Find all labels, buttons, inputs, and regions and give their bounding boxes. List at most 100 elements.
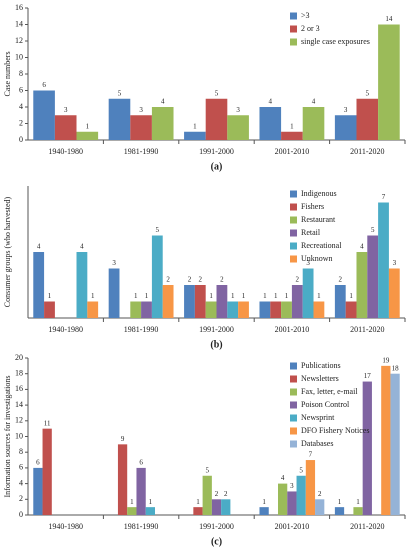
bar — [87, 301, 99, 318]
y-tick-label: 18 — [15, 369, 23, 378]
x-tick-label: 1991-2000 — [199, 522, 234, 531]
bar — [76, 252, 88, 318]
bar — [315, 499, 325, 515]
bar — [141, 301, 152, 318]
value-label: 3 — [139, 106, 143, 114]
x-tick-label: 1940-1980 — [48, 325, 83, 334]
bar — [117, 444, 128, 515]
value-label: 3 — [112, 259, 116, 267]
x-tick-label: 1991-2000 — [199, 147, 234, 156]
value-label: 6 — [36, 459, 40, 467]
legend-label: 2 or 3 — [301, 24, 320, 33]
value-label: 18 — [392, 364, 400, 372]
bar — [305, 460, 316, 515]
bar — [205, 301, 217, 318]
value-label: 1 — [349, 292, 353, 300]
bar — [378, 24, 400, 140]
bar — [378, 202, 389, 318]
value-label: 1 — [274, 292, 278, 300]
x-tick-label: 2011-2020 — [350, 522, 384, 531]
panel-label: (c) — [211, 536, 222, 547]
value-label: 2 — [188, 276, 192, 284]
value-label: 11 — [44, 419, 51, 427]
value-label: 5 — [215, 89, 219, 97]
y-tick-label: 14 — [15, 400, 23, 409]
x-tick-label: 1981-1990 — [124, 325, 159, 334]
y-tick-label: 6 — [19, 463, 23, 472]
y-tick-label: 4 — [19, 102, 23, 111]
y-tick-label: 0 — [19, 510, 23, 519]
legend-label: Poison Control — [301, 400, 350, 409]
legend-swatch — [290, 25, 297, 33]
value-label: 19 — [382, 356, 390, 364]
legend-swatch — [290, 414, 297, 422]
legend-swatch — [290, 216, 297, 224]
bar — [151, 107, 174, 140]
x-tick-label: 1940-1980 — [48, 147, 83, 156]
value-label: 1 — [209, 292, 213, 300]
y-tick-label: 2 — [19, 494, 23, 503]
legend-label: >3 — [301, 11, 310, 20]
bar — [388, 268, 400, 318]
bar — [202, 475, 212, 515]
bar — [136, 467, 146, 515]
y-tick-label: 0 — [19, 135, 23, 144]
bar — [33, 467, 43, 515]
x-tick-label: 2001-2010 — [275, 325, 310, 334]
value-label: 5 — [205, 466, 209, 474]
legend-label: DFO Fishery Notices — [301, 426, 369, 435]
bar — [334, 285, 346, 318]
x-tick-label: 1981-1990 — [124, 147, 159, 156]
y-tick-label: 8 — [19, 69, 23, 78]
value-label: 2 — [199, 276, 203, 284]
value-label: 4 — [281, 474, 285, 482]
value-label: 1 — [149, 498, 153, 506]
bar — [211, 499, 222, 515]
value-label: 4 — [161, 98, 165, 106]
y-tick-label: 14 — [15, 19, 23, 28]
value-label: 1 — [130, 498, 134, 506]
legend-swatch — [290, 401, 297, 409]
value-label: 1 — [134, 292, 138, 300]
y-tick-label: 20 — [15, 353, 23, 362]
value-label: 2 — [220, 276, 224, 284]
legend-label: Publications — [301, 361, 341, 370]
bar — [108, 268, 120, 318]
value-label: 1 — [193, 122, 197, 130]
bar — [281, 131, 303, 140]
value-label: 1 — [91, 292, 95, 300]
value-label: 3 — [344, 106, 348, 114]
panel-label: (a) — [211, 161, 223, 172]
bar — [162, 285, 174, 318]
bar — [227, 115, 249, 140]
legend-swatch — [290, 229, 297, 237]
panel-label: (b) — [210, 339, 222, 350]
value-label: 2 — [296, 276, 300, 284]
bar — [130, 115, 152, 140]
value-label: 2 — [339, 276, 343, 284]
value-label: 5 — [118, 89, 122, 97]
value-label: 1 — [196, 498, 200, 506]
value-label: 6 — [139, 459, 143, 467]
bar — [287, 491, 297, 515]
legend-label: Recreational — [301, 241, 342, 250]
value-label: 1 — [48, 292, 52, 300]
bar — [259, 301, 271, 318]
y-axis-label: Information sources for investigations — [3, 376, 12, 498]
bar — [108, 98, 131, 140]
legend-label: Indigenous — [301, 189, 337, 198]
value-label: 1 — [231, 292, 235, 300]
y-tick-label: 10 — [15, 431, 23, 440]
bar — [145, 507, 155, 515]
legend-label: Fax, letter, e-mail — [301, 387, 358, 396]
bar — [334, 115, 357, 140]
value-label: 6 — [42, 81, 46, 89]
value-label: 2 — [318, 490, 322, 498]
bar — [194, 285, 206, 318]
value-label: 4 — [37, 243, 41, 251]
y-tick-label: 16 — [15, 384, 23, 393]
x-tick-label: 1940-1980 — [48, 522, 83, 531]
value-label: 1 — [356, 498, 360, 506]
bar — [334, 507, 345, 515]
